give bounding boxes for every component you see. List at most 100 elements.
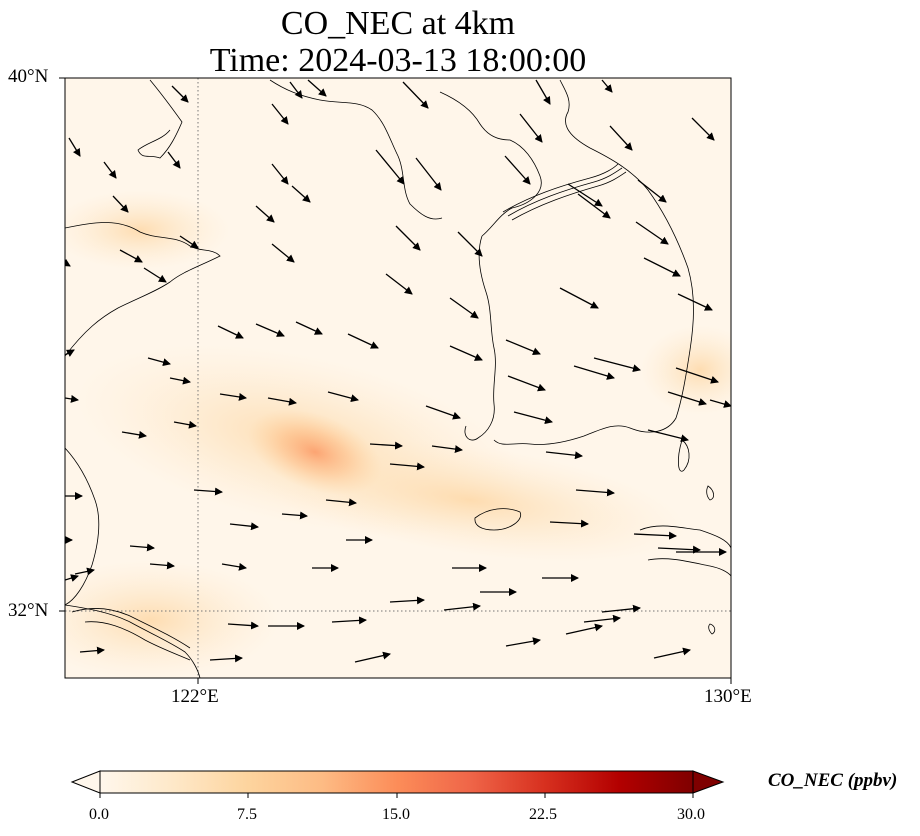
wind-arrow [112,195,129,213]
wind-arrow [65,394,79,403]
wind-arrow [535,79,551,105]
wind-arrow [65,574,79,582]
colorbar-tick-label: 0.0 [89,806,109,823]
wind-arrow [65,349,75,357]
wind-arrow [229,522,259,531]
wind-arrow [219,392,247,401]
wind-arrow [389,596,425,605]
wind-arrow [395,225,421,251]
wind-arrow [545,451,583,460]
wind-arrow [449,297,479,319]
wind-arrow [325,498,357,507]
wind-arrow [327,391,359,403]
wind-arrow [667,391,707,406]
wind-arrow [653,647,691,659]
wind-arrow [74,567,95,576]
wind-arrow [709,399,731,408]
wind-arrow [443,602,481,611]
wind-arrow [675,367,719,384]
lat-label-32n: 32°N [8,600,49,621]
concentration-max-patch [247,409,383,495]
wind-arrow [307,79,327,97]
wind-arrow [505,339,541,356]
wind-arrow [657,545,701,554]
colorbar-extend-min [70,770,101,794]
wind-arrow [217,325,244,339]
wind-arrow [271,103,289,125]
wind-arrow [375,149,405,185]
map-frame [64,77,732,679]
wind-arrow [567,183,603,207]
map-panel [65,78,731,678]
wind-arrow [169,376,191,385]
wind-arrow [505,637,541,647]
wind-arrow [593,357,641,373]
wind-arrow [519,113,543,143]
colorbar-gradient [99,770,694,794]
wind-arrow [121,430,147,439]
wind-arrow [68,137,81,157]
wind-arrow [647,429,689,443]
wind-arrow [609,125,633,151]
concentration-patch [65,560,280,678]
wind-arrow [601,79,613,93]
wind-arrow [179,235,199,249]
wind-arrow [449,345,483,361]
wind-arrow [637,179,667,203]
colorbar-tick-label: 7.5 [237,806,257,823]
wind-arrow [221,562,247,571]
wind-arrow [635,221,669,245]
colorbar-label: CO_NEC (ppbv) [768,770,898,791]
wind-arrow [504,155,531,185]
wind-arrow [147,357,171,367]
wind-arrow [643,257,681,277]
lon-label-122e: 122°E [171,686,219,707]
wind-arrow [691,117,715,141]
concentration-patch [65,190,230,270]
wind-arrow [79,646,105,655]
wind-arrow [347,333,379,349]
concentration-patch [640,325,731,415]
wind-arrow [255,323,285,337]
wind-arrow [457,231,483,257]
wind-arrow [354,651,391,663]
map-subtitle-time: Time: 2024-03-13 18:00:00 [209,42,587,79]
wind-arrow [193,487,223,496]
wind-arrow [385,273,413,295]
wind-arrow [271,243,295,263]
wind-arrow [402,81,429,109]
colorbar [70,770,725,798]
wind-arrow [601,604,641,613]
wind-arrow [143,267,167,283]
wind-arrow [227,621,259,630]
wind-arrow [513,411,553,425]
wind-arrow [677,293,713,311]
wind-arrow [291,185,311,203]
wind-arrow [119,249,143,263]
wind-arrow [167,151,181,169]
wind-arrow [369,441,403,450]
wind-arrow [173,420,197,429]
wind-arrow [730,190,731,191]
wind-arrow [549,519,589,528]
wind-arrow [389,462,425,471]
wind-arrow [431,445,463,454]
wind-arrow [271,163,289,185]
lon-label-130e: 130°E [704,686,752,707]
wind-arrow [267,397,297,406]
wind-arrow [255,205,275,223]
wind-arrow [633,531,677,540]
wind-arrow [65,258,71,267]
wind-arrow [573,365,615,380]
wind-arrow [289,81,303,99]
wind-vectors [65,79,731,663]
wind-arrow [129,543,155,552]
colorbar-tick-label: 30.0 [677,806,705,823]
wind-arrow [295,321,323,335]
wind-arrow [507,375,546,392]
wind-arrow [209,654,243,663]
coastlines [65,79,731,678]
wind-arrow [281,511,308,520]
wind-arrow [171,85,189,103]
